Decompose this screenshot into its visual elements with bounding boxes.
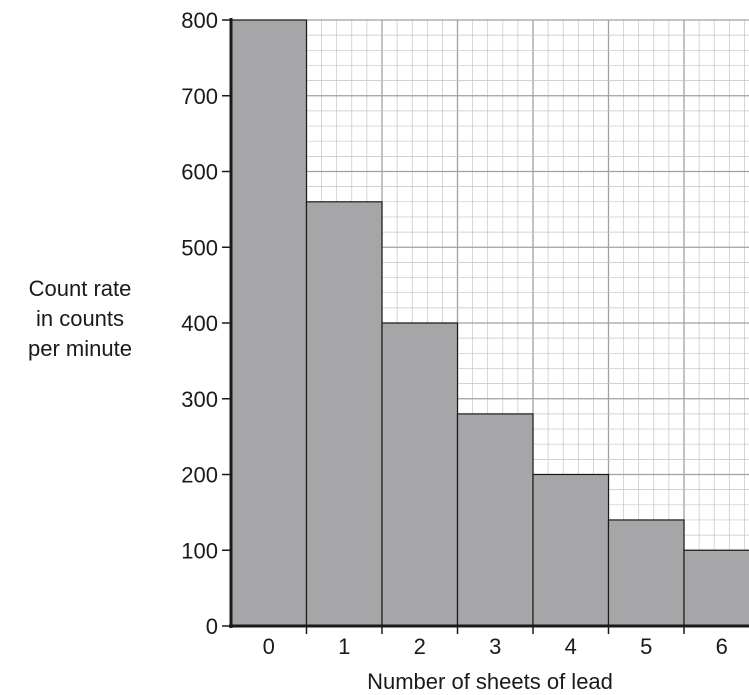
y-tick-label: 300 bbox=[181, 387, 218, 412]
y-axis-title-line-1: Count rate bbox=[29, 276, 132, 301]
x-tick-label: 2 bbox=[414, 634, 426, 659]
y-tick-label: 400 bbox=[181, 311, 218, 336]
x-axis-title: Number of sheets of lead bbox=[367, 669, 613, 694]
bar-2 bbox=[381, 322, 459, 627]
y-axis-title-line-2: in counts bbox=[36, 306, 124, 331]
bar-1 bbox=[305, 201, 383, 627]
bar-6 bbox=[683, 549, 749, 627]
bar-3 bbox=[456, 413, 534, 627]
y-tick-label: 700 bbox=[181, 84, 218, 109]
y-tick-label: 100 bbox=[181, 538, 218, 563]
y-tick-label: 600 bbox=[181, 160, 218, 185]
x-tick-label: 4 bbox=[565, 634, 577, 659]
x-tick-labels: 0 1 2 3 4 5 6 bbox=[263, 626, 728, 659]
y-tick-label: 500 bbox=[181, 235, 218, 260]
y-tick-label: 800 bbox=[181, 8, 218, 33]
y-axis-title-line-3: per minute bbox=[28, 336, 132, 361]
y-tick-label: 200 bbox=[181, 463, 218, 488]
bar-4 bbox=[532, 473, 610, 627]
chart-bars bbox=[230, 19, 749, 627]
y-tick-label: 0 bbox=[206, 614, 218, 639]
x-tick-label: 0 bbox=[263, 634, 275, 659]
x-tick-label: 1 bbox=[338, 634, 350, 659]
x-tick-label: 3 bbox=[489, 634, 501, 659]
bar-5 bbox=[607, 519, 685, 627]
x-tick-label: 6 bbox=[716, 634, 728, 659]
x-tick-label: 5 bbox=[640, 634, 652, 659]
y-tick-labels: 0 100 200 300 400 500 600 700 800 bbox=[181, 8, 231, 639]
bar-0 bbox=[230, 19, 308, 627]
